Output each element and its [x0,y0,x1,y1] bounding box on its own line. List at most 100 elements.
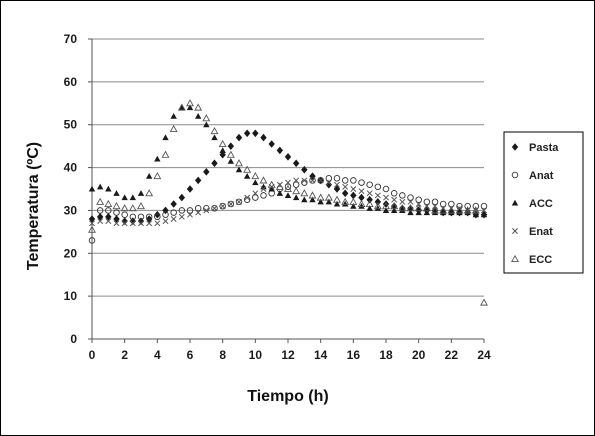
point-anat [186,207,194,214]
point-ecc [431,206,439,214]
x-tick-label: 0 [89,348,96,362]
point-pasta [227,142,235,150]
legend: Pasta Anat ACC Enat ECC [503,131,584,274]
point-acc [154,155,161,162]
point-anat [170,209,177,216]
point-anat [105,207,112,214]
point-pasta [137,217,145,225]
point-acc [235,166,243,173]
point-enat [399,198,406,205]
point-enat [219,203,226,210]
point-enat [391,196,398,203]
cross-stroke [342,183,349,190]
point-ecc [169,124,178,133]
point-acc [431,209,439,216]
point-anat [399,192,406,199]
point-acc [464,209,471,216]
point-enat [260,186,267,192]
cross-stroke [481,207,487,214]
cross-stroke [383,194,389,201]
point-ecc [275,182,284,190]
point-anat [350,177,357,184]
point-ecc [316,193,325,201]
point-acc [390,207,398,213]
cross-stroke [113,220,120,227]
point-pasta [325,180,333,189]
point-acc [88,185,96,192]
cross-stroke [244,194,251,201]
point-enat [383,194,389,201]
point-ecc [194,103,203,111]
point-acc [137,190,145,196]
point-acc [121,194,128,201]
point-acc [227,157,235,164]
point-enat [301,177,308,184]
point-ecc [161,150,170,158]
point-enat [138,220,144,227]
point-ecc [267,180,276,188]
point-pasta [268,140,275,148]
point-enat [154,220,161,227]
point-acc [325,198,333,205]
y-tick-label: 30 [64,203,78,217]
point-enat [472,207,479,214]
point-ecc [439,206,448,214]
point-enat [97,218,104,225]
legend-label-anat: Anat [529,170,554,182]
point-enat [121,220,128,227]
cross-stroke [334,181,340,188]
x-tick-label: 12 [281,348,295,362]
y-tick-labels: 0 10 20 30 40 50 60 70 [64,32,78,346]
point-ecc [422,204,431,212]
point-pasta [145,215,153,223]
point-enat [170,216,177,222]
point-anat [358,179,365,186]
point-anat [219,202,226,210]
point-pasta [390,202,398,210]
point-ecc [259,176,268,184]
legend-marker-acc [511,199,519,206]
point-enat [203,207,210,214]
cross-stroke [358,188,365,195]
point-pasta [154,210,161,219]
point-ecc [226,150,235,158]
point-acc [472,211,480,218]
point-pasta [235,133,243,142]
point-anat [235,198,243,206]
point-ecc [88,225,96,233]
point-ecc [120,204,129,212]
x-tick-label: 14 [314,348,328,362]
point-acc [448,209,455,216]
cross-stroke [391,196,398,203]
point-anat [390,190,398,197]
point-pasta [243,129,251,138]
point-ecc [455,206,464,214]
x-axis-title: Tiempo (h) [247,388,328,405]
point-enat [178,213,185,220]
point-anat [121,211,128,218]
point-enat [252,190,259,197]
cross-stroke [472,207,479,214]
x-tick-label: 24 [477,348,491,362]
x-tick-label: 2 [121,348,128,362]
point-acc [113,190,120,196]
point-enat [211,205,218,212]
point-acc [292,194,300,201]
cross-stroke [464,207,471,214]
y-tick-label: 40 [64,161,78,175]
point-pasta [194,176,202,185]
cross-stroke [219,203,226,210]
point-acc [129,194,137,201]
point-acc [350,202,357,209]
point-enat [227,201,234,207]
point-ecc [349,197,358,205]
point-ecc [382,202,390,210]
point-pasta [284,153,292,161]
legend-marker-pasta [511,143,519,151]
point-ecc [365,199,374,208]
point-enat [89,220,95,227]
cross-stroke [195,209,202,216]
point-pasta [333,185,341,193]
point-enat [464,207,471,214]
cross-stroke [146,220,153,227]
